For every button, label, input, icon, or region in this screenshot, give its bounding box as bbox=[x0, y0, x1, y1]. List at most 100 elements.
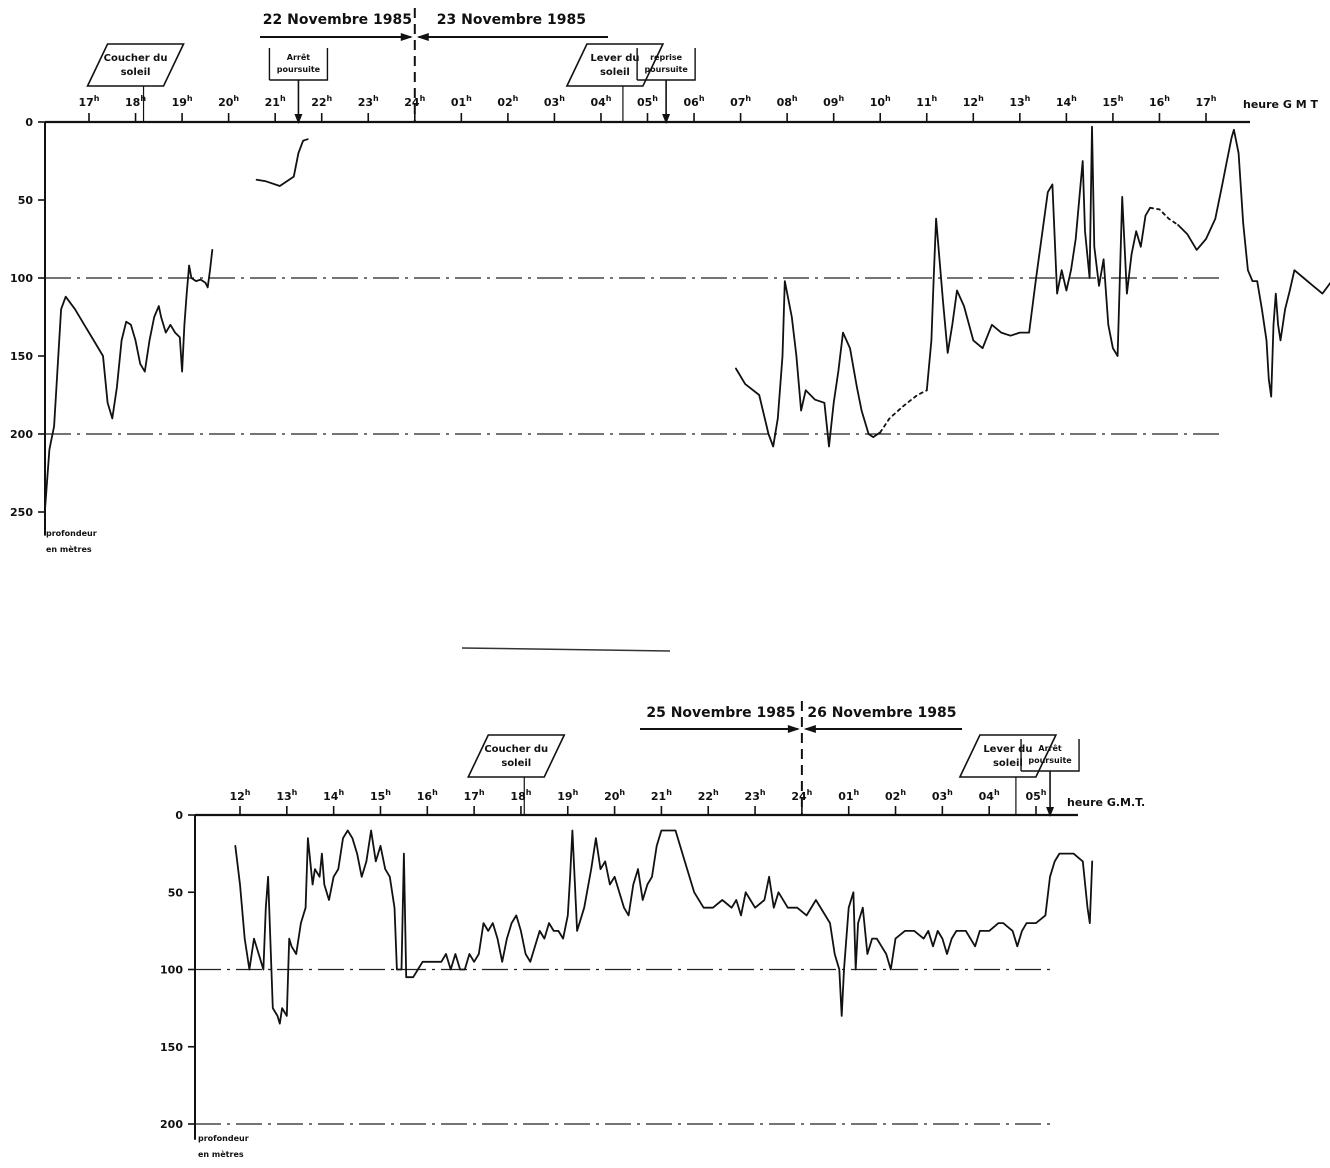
x-tick-label: 05h bbox=[1025, 788, 1046, 803]
x-tick-label: 06h bbox=[684, 94, 705, 109]
event-label: Lever du bbox=[983, 744, 1032, 755]
date-label-right: 23 Novembre 1985 bbox=[437, 12, 586, 28]
x-tick-label: 02h bbox=[885, 788, 906, 803]
y-axis-unit-label: profondeur bbox=[198, 1134, 249, 1143]
event-label: soleil bbox=[121, 67, 151, 78]
x-tick-label: 13h bbox=[276, 788, 297, 803]
event-box bbox=[565, 43, 665, 87]
y-tick-label: 50 bbox=[18, 194, 34, 207]
y-tick-label: 200 bbox=[160, 1118, 183, 1131]
date-arrowhead-left bbox=[400, 33, 413, 41]
chart-2: 12h 13h 14h 15h 16h 17h 18h 19h 20h 21h 22h 23h 24h 0… bbox=[160, 701, 1145, 1159]
event-label: Coucher du bbox=[484, 744, 548, 755]
x-tick-label: 03h bbox=[544, 94, 565, 109]
x-tick-label: 21h bbox=[265, 94, 286, 109]
event-label: Lever du bbox=[590, 53, 639, 64]
x-tick-label: 21h bbox=[651, 788, 672, 803]
event-label: soleil bbox=[501, 758, 531, 769]
x-tick-label: 07h bbox=[730, 94, 751, 109]
x-tick-label: 11h bbox=[916, 94, 937, 109]
x-tick-label: 22h bbox=[698, 788, 719, 803]
series-line-1 bbox=[43, 249, 214, 513]
event-arrowhead bbox=[1046, 807, 1055, 817]
event-box bbox=[86, 43, 185, 87]
series-line-3 bbox=[735, 280, 882, 448]
y-tick-label: 100 bbox=[160, 964, 183, 977]
x-tick-label: 18h bbox=[510, 788, 531, 803]
event-annotation: Coucher du soleil bbox=[86, 43, 185, 122]
separator-line bbox=[461, 647, 671, 652]
event-box bbox=[958, 734, 1058, 778]
x-tick-label: 16h bbox=[1149, 94, 1170, 109]
x-tick-label: 14h bbox=[323, 788, 344, 803]
y-tick-label: 100 bbox=[10, 272, 33, 285]
date-label-left: 25 Novembre 1985 bbox=[646, 705, 795, 721]
event-annotation: reprise poursuite bbox=[636, 48, 696, 124]
x-tick-label: 12h bbox=[229, 788, 250, 803]
series-line-5 bbox=[925, 125, 1151, 392]
event-label: poursuite bbox=[644, 65, 688, 74]
date-arrowhead-right bbox=[803, 725, 816, 733]
x-tick-label: 23h bbox=[745, 788, 766, 803]
x-tick-label: 17h bbox=[78, 94, 99, 109]
y-tick-label: 150 bbox=[10, 350, 33, 363]
x-tick-label: 12h bbox=[963, 94, 984, 109]
event-label: reprise bbox=[650, 53, 683, 62]
x-axis-unit-label: heure G.M.T. bbox=[1067, 796, 1145, 809]
event-arrowhead bbox=[294, 114, 303, 124]
event-label: soleil bbox=[993, 758, 1023, 769]
event-label: Coucher du bbox=[104, 53, 168, 64]
x-tick-label: 19h bbox=[557, 788, 578, 803]
date-label-left: 22 Novembre 1985 bbox=[263, 12, 412, 28]
event-box bbox=[636, 48, 696, 81]
y-tick-label: 250 bbox=[10, 506, 33, 519]
date-label-right: 26 Novembre 1985 bbox=[807, 705, 956, 721]
x-tick-label: 13h bbox=[1009, 94, 1030, 109]
series-line-2 bbox=[255, 138, 309, 187]
event-annotation: Lever du soleil bbox=[958, 734, 1058, 815]
y-axis-unit-label: en mètres bbox=[46, 544, 92, 554]
event-annotation: Coucher du soleil bbox=[466, 734, 566, 815]
series-line-6 bbox=[1149, 206, 1179, 226]
event-box bbox=[268, 48, 329, 81]
x-tick-label: 23h bbox=[358, 94, 379, 109]
event-label: soleil bbox=[600, 67, 630, 78]
x-tick-label: 17h bbox=[1195, 94, 1216, 109]
x-tick-label: 14h bbox=[1056, 94, 1077, 109]
x-tick-label: 01h bbox=[451, 94, 472, 109]
y-axis-unit-label: profondeur bbox=[46, 529, 97, 538]
y-tick-label: 200 bbox=[10, 428, 33, 441]
x-tick-label: 04h bbox=[979, 788, 1000, 803]
y-tick-label: 50 bbox=[168, 886, 184, 899]
chart-1: 17h18h19h20h21h22h23h24h01h02h03h04h05h0… bbox=[10, 8, 1330, 554]
x-tick-label: 20h bbox=[218, 94, 239, 109]
x-tick-label: 15h bbox=[370, 788, 391, 803]
event-box bbox=[466, 734, 566, 778]
x-axis-unit-label: heure G M T bbox=[1243, 98, 1318, 111]
x-tick-label: 05h bbox=[637, 94, 658, 109]
y-tick-label: 0 bbox=[175, 809, 183, 822]
event-arrowhead bbox=[662, 114, 671, 124]
date-arrowhead-left bbox=[787, 725, 800, 733]
event-label: Arrêt bbox=[1038, 743, 1062, 753]
series-line-1 bbox=[234, 829, 1094, 1025]
series-line-4 bbox=[879, 389, 928, 434]
x-tick-label: 02h bbox=[497, 94, 518, 109]
x-tick-label: 08h bbox=[777, 94, 798, 109]
x-tick-label: 20h bbox=[604, 788, 625, 803]
series-line-7 bbox=[1177, 128, 1330, 398]
event-annotation: Lever du soleil bbox=[565, 43, 665, 122]
y-axis-unit-label: en mètres bbox=[198, 1149, 244, 1159]
x-tick-label: 03h bbox=[932, 788, 953, 803]
x-tick-label: 15h bbox=[1102, 94, 1123, 109]
date-arrowhead-right bbox=[416, 33, 429, 41]
x-tick-label: 24h bbox=[404, 94, 425, 109]
x-tick-label: 04h bbox=[590, 94, 611, 109]
event-label: poursuite bbox=[277, 65, 321, 74]
x-tick-label: 01h bbox=[838, 788, 859, 803]
x-tick-label: 22h bbox=[311, 94, 332, 109]
y-tick-label: 0 bbox=[25, 116, 33, 129]
event-annotation: Arrêt poursuite bbox=[1020, 739, 1080, 817]
event-annotation: Arrêt poursuite bbox=[268, 48, 329, 124]
